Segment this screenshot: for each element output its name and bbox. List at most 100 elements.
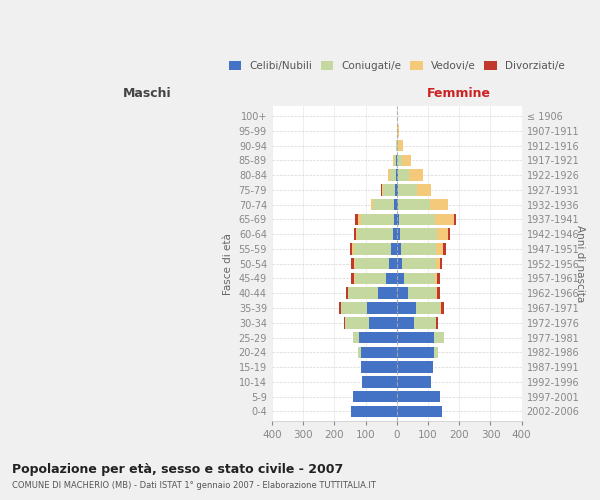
Bar [397, 214, 454, 225]
Bar [397, 376, 431, 388]
Bar [397, 332, 443, 344]
Bar [397, 332, 443, 344]
Bar [341, 302, 397, 314]
Bar [373, 199, 397, 210]
Bar [352, 406, 397, 417]
Bar [397, 302, 442, 314]
Bar [397, 258, 403, 270]
Bar [351, 272, 397, 284]
Y-axis label: Anni di nascita: Anni di nascita [575, 225, 585, 302]
Bar [397, 288, 407, 299]
Bar [397, 391, 440, 402]
Bar [381, 184, 397, 196]
Bar [397, 406, 442, 417]
Bar [397, 302, 440, 314]
Bar [353, 332, 397, 344]
Bar [349, 288, 397, 299]
Bar [393, 154, 397, 166]
Text: Popolazione per età, sesso e stato civile - 2007: Popolazione per età, sesso e stato civil… [12, 462, 343, 475]
Bar [358, 346, 397, 358]
Bar [352, 406, 397, 417]
Bar [397, 170, 422, 181]
Bar [358, 346, 397, 358]
Bar [397, 332, 434, 344]
Bar [346, 288, 397, 299]
Bar [393, 228, 397, 240]
Bar [371, 199, 397, 210]
Bar [397, 346, 434, 358]
Bar [388, 170, 397, 181]
Bar [397, 258, 440, 270]
Bar [397, 346, 438, 358]
Bar [396, 140, 397, 151]
Bar [397, 376, 431, 388]
Bar [357, 228, 397, 240]
Bar [397, 406, 442, 417]
Bar [397, 272, 437, 284]
Bar [397, 154, 402, 166]
Bar [397, 317, 436, 328]
Bar [368, 317, 397, 328]
Bar [345, 317, 397, 328]
Bar [397, 346, 438, 358]
Bar [397, 288, 440, 299]
Bar [397, 214, 457, 225]
Bar [378, 288, 397, 299]
Bar [358, 346, 397, 358]
Bar [397, 199, 430, 210]
Bar [394, 199, 397, 210]
Bar [397, 243, 401, 254]
Bar [382, 184, 397, 196]
Bar [349, 288, 397, 299]
Bar [355, 258, 397, 270]
Bar [397, 140, 398, 151]
Bar [354, 228, 397, 240]
Bar [359, 332, 397, 344]
Bar [341, 302, 397, 314]
Text: Femmine: Femmine [427, 87, 491, 100]
Bar [397, 317, 438, 328]
Bar [397, 317, 436, 328]
Bar [371, 199, 397, 210]
Bar [396, 170, 397, 181]
Bar [353, 391, 397, 402]
Bar [386, 272, 397, 284]
Bar [362, 376, 397, 388]
Bar [397, 243, 443, 254]
Bar [397, 391, 440, 402]
Bar [353, 391, 397, 402]
Y-axis label: Fasce di età: Fasce di età [223, 232, 233, 294]
Bar [361, 362, 397, 373]
Bar [397, 406, 442, 417]
Bar [383, 184, 397, 196]
Bar [396, 140, 397, 151]
Bar [397, 332, 443, 344]
Bar [362, 376, 397, 388]
Bar [345, 317, 397, 328]
Bar [397, 391, 440, 402]
Bar [397, 170, 398, 181]
Text: Maschi: Maschi [122, 87, 171, 100]
Bar [396, 140, 397, 151]
Bar [354, 272, 397, 284]
Bar [397, 199, 398, 210]
Bar [353, 391, 397, 402]
Bar [397, 228, 437, 240]
Bar [352, 243, 397, 254]
Bar [393, 154, 397, 166]
Bar [397, 243, 446, 254]
Bar [397, 376, 431, 388]
Bar [389, 170, 397, 181]
Bar [361, 362, 397, 373]
Bar [361, 346, 397, 358]
Bar [397, 317, 414, 328]
Bar [397, 362, 433, 373]
Bar [353, 258, 397, 270]
Bar [397, 288, 436, 299]
Bar [397, 302, 444, 314]
Bar [397, 125, 399, 136]
Bar [352, 406, 397, 417]
Bar [350, 243, 397, 254]
Legend: Celibi/Nubili, Coniugati/e, Vedovi/e, Divorziati/e: Celibi/Nubili, Coniugati/e, Vedovi/e, Di… [229, 62, 565, 72]
Bar [397, 228, 448, 240]
